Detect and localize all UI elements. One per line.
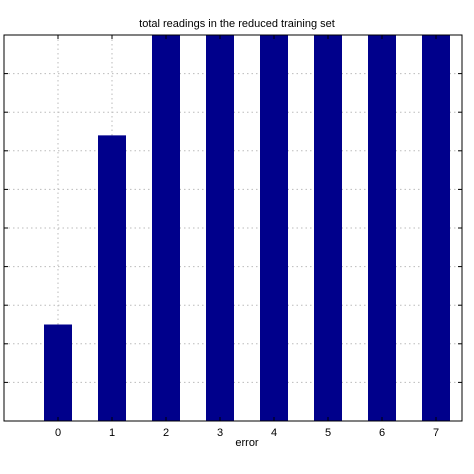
x-tick-label: 1	[109, 427, 115, 439]
chart-title: total readings in the reduced training s…	[139, 18, 335, 30]
x-tick-label: 7	[433, 427, 439, 439]
bar	[152, 35, 180, 421]
x-tick-label: 2	[163, 427, 169, 439]
bar	[368, 35, 396, 421]
bar	[422, 35, 450, 421]
bar	[314, 35, 342, 421]
x-tick-label: 0	[55, 427, 61, 439]
x-tick-label: 5	[325, 427, 331, 439]
x-tick-label: 3	[217, 427, 223, 439]
bar	[44, 324, 72, 421]
plot-frame	[3, 34, 463, 422]
bar	[206, 35, 234, 421]
x-tick-label: 6	[379, 427, 385, 439]
bar	[260, 35, 288, 421]
x-tick-label: 4	[271, 427, 277, 439]
x-axis-label: error	[235, 437, 259, 449]
bar	[98, 135, 126, 422]
